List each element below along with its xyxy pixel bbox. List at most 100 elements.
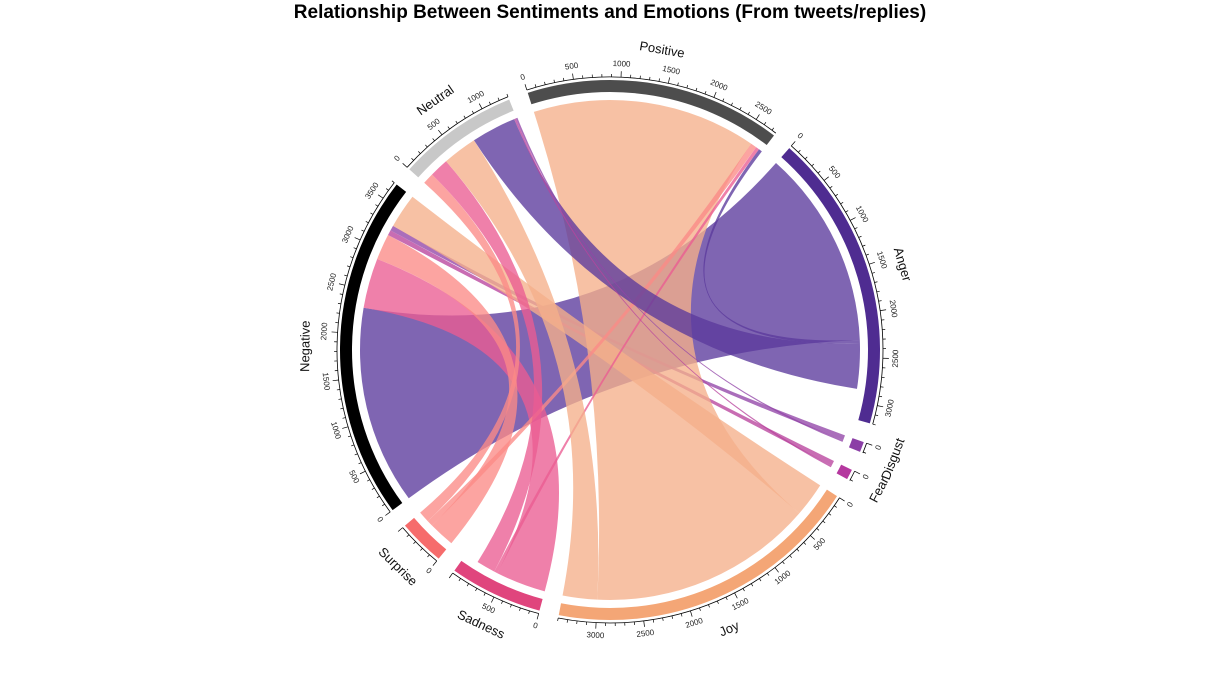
tick-label: 3000	[340, 224, 356, 244]
tick-minor	[370, 212, 374, 215]
tick-minor	[519, 607, 521, 611]
tick-minor	[382, 503, 385, 507]
tick-minor	[376, 495, 380, 499]
tick-major	[839, 497, 845, 502]
tick-minor	[763, 122, 767, 125]
tick-minor	[418, 151, 421, 154]
tick-major	[402, 163, 408, 168]
tick-label: 0	[424, 566, 434, 576]
tick-minor	[874, 281, 878, 283]
tick-minor	[420, 548, 423, 551]
tick-label: 0	[845, 500, 855, 509]
tick-minor	[342, 417, 346, 419]
tick-label: 0	[873, 443, 883, 451]
tick-minor	[340, 407, 344, 410]
tick-major	[572, 73, 574, 80]
tick-major	[877, 405, 884, 408]
sector-label-disgust: Disgust	[878, 436, 908, 482]
tick-minor	[358, 462, 362, 465]
tick-minor	[501, 600, 503, 604]
tick-label: 1500	[662, 64, 682, 77]
tick-major	[643, 620, 645, 627]
tick-major	[524, 84, 528, 91]
tick-major	[354, 237, 361, 241]
tick-major	[448, 572, 453, 579]
tick-minor	[742, 588, 745, 592]
tick-minor	[563, 77, 565, 81]
sector-disgust	[848, 438, 864, 452]
tick-minor	[347, 435, 351, 438]
tick-label: 1000	[329, 421, 343, 441]
tick-minor	[854, 227, 858, 230]
tick-major	[810, 535, 815, 540]
tick-minor	[766, 572, 770, 576]
tick-minor	[771, 127, 775, 131]
tick-minor	[850, 479, 854, 482]
tick-minor	[686, 85, 689, 89]
tick-minor	[876, 290, 880, 293]
tick-major	[377, 194, 384, 199]
tick-minor	[337, 303, 341, 305]
tick-minor	[796, 548, 800, 552]
tick-major	[478, 103, 483, 110]
axis-neutral	[406, 96, 509, 168]
tick-minor	[658, 78, 660, 82]
tick-label: 1000	[854, 204, 871, 224]
tick-minor	[344, 274, 348, 277]
tick-minor	[455, 120, 458, 124]
chart-title: Relationship Between Sentiments and Emot…	[293, 2, 927, 23]
links-layer	[360, 100, 860, 601]
link-neutral-anger	[473, 119, 860, 389]
tick-label: 2000	[684, 616, 704, 630]
tick-label: 0	[861, 472, 871, 480]
link-neutral-joy	[446, 140, 599, 600]
tick-major	[854, 470, 861, 475]
tick-minor	[483, 592, 486, 596]
tick-label: 2500	[636, 628, 655, 639]
tick-minor	[475, 588, 478, 592]
tick-label: 1500	[730, 596, 750, 612]
tick-minor	[730, 102, 733, 106]
tick-minor	[804, 156, 808, 160]
tick-label: 500	[481, 602, 497, 616]
tick-minor	[822, 520, 826, 524]
sector-label-anger: Anger	[891, 246, 915, 284]
tick-minor	[544, 81, 546, 85]
tick-minor	[878, 300, 882, 302]
tick-minor	[695, 87, 698, 91]
tick-label: 2500	[753, 100, 773, 117]
tick-major	[338, 283, 345, 286]
tick-minor	[835, 193, 839, 197]
tick-minor	[817, 170, 821, 174]
tick-major	[438, 129, 443, 136]
tick-minor	[725, 596, 728, 600]
tick-minor	[506, 93, 509, 97]
tick-minor	[471, 110, 474, 114]
tick-minor	[528, 610, 530, 614]
tick-major	[432, 560, 438, 566]
tick-minor	[466, 583, 469, 587]
tick-major	[667, 77, 670, 84]
tick-major	[869, 261, 875, 265]
tick-label: 3000	[586, 630, 605, 640]
tick-minor	[353, 247, 357, 250]
sector-fear	[836, 464, 852, 480]
axis-fear	[849, 471, 855, 481]
tick-minor	[497, 97, 500, 101]
tick-label: 1000	[773, 568, 793, 586]
sector-label-sadness: Sadness	[455, 607, 508, 642]
tick-major	[385, 511, 391, 516]
tick-minor	[863, 451, 867, 454]
tick-minor	[361, 229, 365, 232]
tick-minor	[798, 149, 801, 153]
tick-major	[491, 596, 495, 603]
tick-minor	[375, 204, 379, 207]
tick-minor	[875, 414, 879, 416]
tick-label: 0	[795, 131, 805, 141]
tick-major	[774, 567, 779, 573]
tick-label: 500	[812, 536, 828, 552]
tick-minor	[708, 604, 710, 608]
tick-major	[536, 613, 540, 620]
tick-minor	[722, 98, 725, 102]
